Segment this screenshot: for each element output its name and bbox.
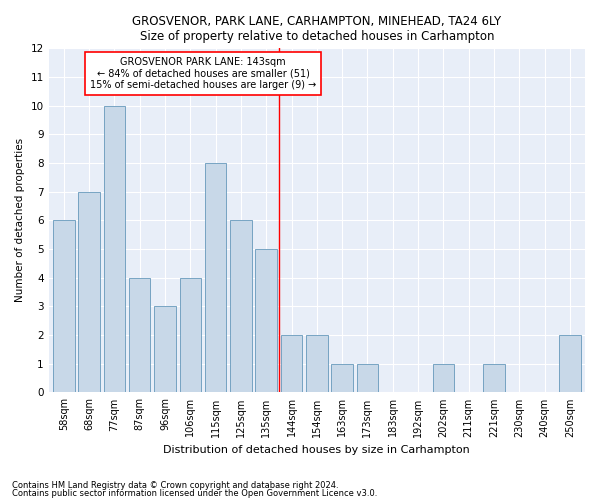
Bar	[433, 364, 454, 392]
Y-axis label: Number of detached properties: Number of detached properties	[15, 138, 25, 302]
Bar	[356, 364, 378, 392]
Text: Contains public sector information licensed under the Open Government Licence v3: Contains public sector information licen…	[12, 489, 377, 498]
X-axis label: Distribution of detached houses by size in Carhampton: Distribution of detached houses by size …	[163, 445, 470, 455]
Bar	[79, 192, 100, 392]
Title: GROSVENOR, PARK LANE, CARHAMPTON, MINEHEAD, TA24 6LY
Size of property relative t: GROSVENOR, PARK LANE, CARHAMPTON, MINEHE…	[132, 15, 502, 43]
Bar	[483, 364, 505, 392]
Bar	[104, 106, 125, 393]
Bar	[179, 278, 201, 392]
Bar	[154, 306, 176, 392]
Bar	[559, 335, 581, 392]
Bar	[331, 364, 353, 392]
Text: Contains HM Land Registry data © Crown copyright and database right 2024.: Contains HM Land Registry data © Crown c…	[12, 480, 338, 490]
Bar	[306, 335, 328, 392]
Bar	[129, 278, 151, 392]
Text: GROSVENOR PARK LANE: 143sqm
← 84% of detached houses are smaller (51)
15% of sem: GROSVENOR PARK LANE: 143sqm ← 84% of det…	[90, 57, 316, 90]
Bar	[281, 335, 302, 392]
Bar	[53, 220, 74, 392]
Bar	[230, 220, 251, 392]
Bar	[205, 163, 226, 392]
Bar	[256, 249, 277, 392]
